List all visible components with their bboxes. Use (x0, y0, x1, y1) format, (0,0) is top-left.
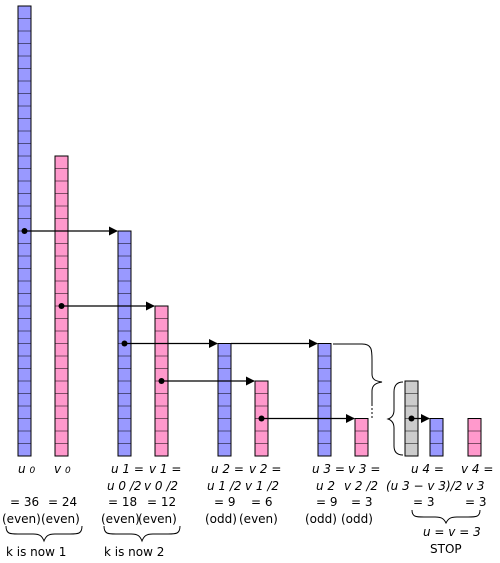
label-u3-line2: u 2 (316, 479, 335, 493)
label-v4-value: = 3 (465, 495, 487, 509)
label-u1-value: = 18 (108, 495, 137, 509)
label-v4-line2: v 3 (466, 479, 485, 493)
label-u4-value: = 3 (413, 495, 435, 509)
label-u1-line2: u 0 /2 (107, 479, 142, 493)
label-v0-value: = 24 (48, 495, 77, 509)
label-v2-line2: v 1 /2 (245, 479, 279, 493)
brace-merge (333, 343, 383, 404)
bottom-braces: k is now 1 k is now 2 u = v = 3 STOP (5, 509, 481, 559)
side-braces (333, 343, 404, 456)
brace-equal (411, 509, 481, 525)
label-v1-line2: v 0 /2 (144, 479, 178, 493)
label-u3-line1: u 3 = (312, 462, 345, 476)
label-u4-line2: (u 3 − v 3)/2 (386, 479, 462, 493)
arrow-v2-to-v3 (258, 413, 355, 424)
arrow-v1-to-v2 (158, 376, 255, 386)
label-u4-line1: u 4 = (411, 462, 444, 476)
label-u2-line2: u 1 /2 (207, 479, 242, 493)
label-v1-line1: v 1 = (149, 462, 181, 476)
arrow-u1-to-u2 (121, 338, 218, 349)
label-u0-value: = 36 (10, 495, 39, 509)
label-u3-parity: (odd) (305, 512, 337, 526)
label-v2-value: = 6 (251, 495, 273, 509)
brace-k1 (5, 525, 83, 543)
label-v0-symbol: v 0 (54, 462, 71, 476)
bar-v4 (467, 418, 482, 457)
label-v3-value: = 3 (351, 495, 373, 509)
arrow-u0-to-u1 (21, 226, 118, 236)
label-u2-line1: u 2 = (211, 462, 244, 476)
label-v3-line2: v 2 /2 (344, 479, 378, 493)
bar-u4 (429, 418, 444, 457)
label-v0-parity: (even) (41, 512, 80, 526)
bar-u3 (317, 343, 332, 457)
label-v3-parity: (odd) (341, 512, 373, 526)
label-u1-parity: (even) (101, 512, 140, 526)
label-v2-parity: (even) (239, 512, 278, 526)
arrows-layer (21, 226, 430, 424)
label-u2-parity: (odd) (205, 512, 237, 526)
labels-layer: u 0 = 36 (even) v 0 = 24 (even) u 1 = u … (2, 462, 493, 526)
note-u-equals-v: u = v = 3 (423, 525, 481, 539)
note-k-is-now-2: k is now 2 (104, 545, 164, 559)
label-u0-parity: (even) (2, 512, 41, 526)
brace-k2 (103, 525, 181, 543)
note-k-is-now-1: k is now 1 (6, 545, 66, 559)
label-u0-symbol: u 0 (18, 462, 35, 476)
label-v1-parity: (even) (138, 512, 177, 526)
label-u2-value: = 9 (214, 495, 236, 509)
label-v1-value: = 12 (147, 495, 176, 509)
arrow-v0-to-v1 (58, 301, 155, 311)
label-u1-line1: u 1 = (111, 462, 144, 476)
arrow-u3-v3-to-u4 (408, 413, 430, 424)
brace-difference (386, 381, 404, 456)
label-v4-line1: v 4 = (461, 462, 493, 476)
label-u3-value: = 9 (316, 495, 338, 509)
label-v2-line1: v 2 = (249, 462, 281, 476)
note-stop: STOP (430, 542, 462, 556)
label-v3-line1: v 3 = (348, 462, 380, 476)
bar-v3 (354, 418, 369, 457)
bar-u2 (217, 343, 232, 457)
